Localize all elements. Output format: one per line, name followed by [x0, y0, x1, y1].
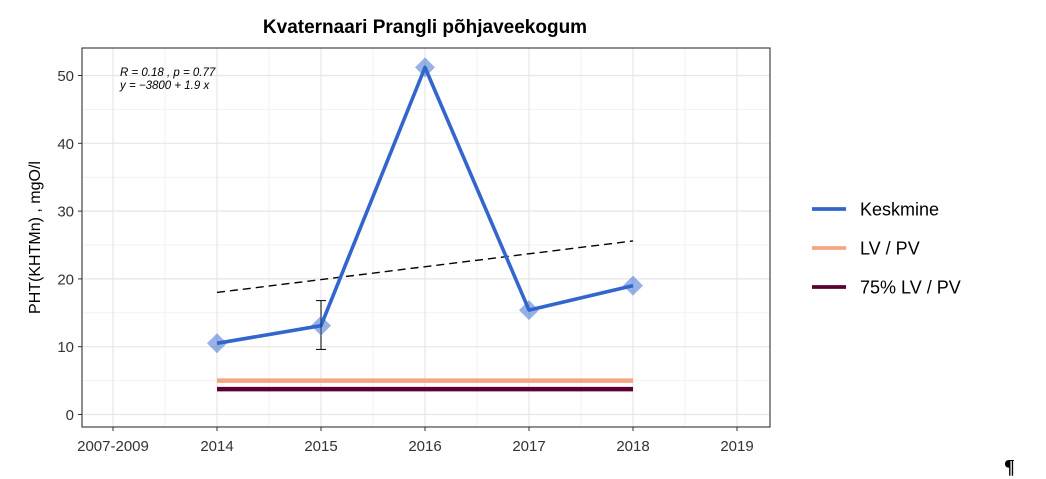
trend-line [216, 240, 634, 294]
y-tick-label: 40 [57, 136, 74, 153]
y-tick-label: 20 [57, 271, 74, 288]
x-tick-label: 2007-2009 [77, 438, 149, 455]
data-point [623, 275, 643, 296]
regression-stats-annotation: R = 0.18 , p = 0.77 [120, 67, 216, 79]
regression-equation-annotation: y = −3800 + 1.9 x [119, 80, 210, 92]
y-tick-label: 30 [57, 204, 74, 221]
y-tick-label: 50 [57, 68, 74, 85]
y-axis-title: PHT(KHTMn) , mgO/l [27, 161, 44, 314]
data-point [415, 57, 435, 78]
x-tick-label: 2015 [304, 438, 337, 455]
data-point [311, 315, 331, 336]
series-layer [207, 57, 643, 392]
legend-label: LV / PV [860, 239, 920, 259]
legend-label: Keskmine [860, 200, 939, 220]
plot-panel [81, 47, 771, 428]
plot-border [81, 47, 771, 428]
x-tick-label: 2019 [720, 438, 753, 455]
grid-minor [82, 48, 770, 427]
y-axis: 0 10 20 30 40 50 [57, 68, 82, 424]
grid-major [82, 48, 770, 427]
paragraph-mark: ¶ [1004, 456, 1015, 478]
y-tick-label: 0 [66, 407, 74, 424]
x-tick-label: 2017 [512, 438, 545, 455]
x-tick-label: 2016 [408, 438, 441, 455]
data-point [207, 333, 227, 354]
y-tick-label: 10 [57, 339, 74, 356]
x-tick-label: 2018 [616, 438, 649, 455]
legend-label: 75% LV / PV [860, 278, 961, 298]
chart-title: Kvaternaari Prangli põhjaveekogum [263, 17, 587, 38]
legend: Keskmine LV / PV 75% LV / PV [812, 200, 961, 298]
x-tick-label: 2014 [200, 438, 233, 455]
data-point [519, 300, 539, 321]
x-axis: 2007-2009 2014 2015 2016 2017 2018 2019 [77, 427, 754, 455]
